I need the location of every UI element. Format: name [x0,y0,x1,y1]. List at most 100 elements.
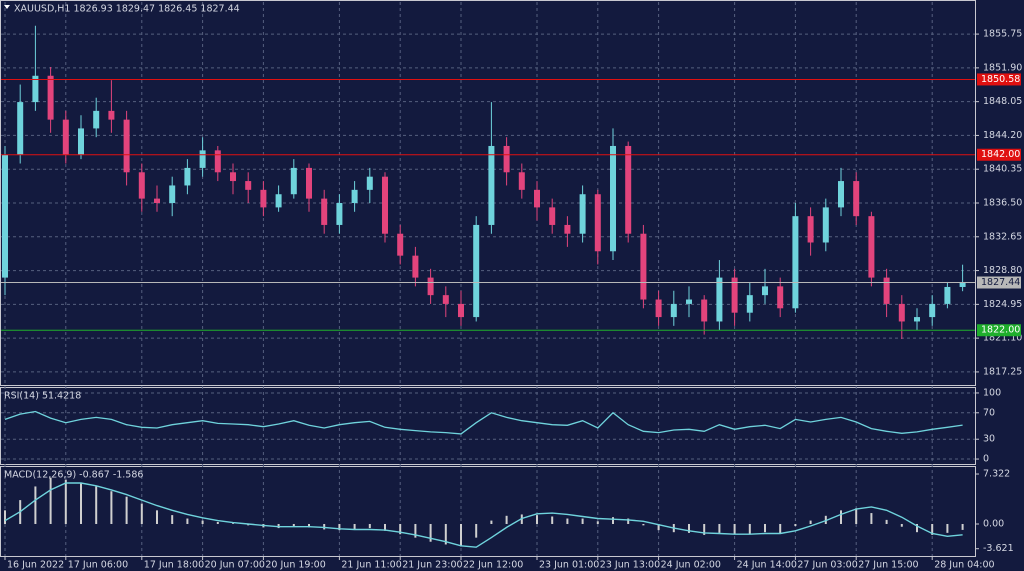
macd-bar [156,510,158,524]
price-level-tag [977,73,1021,86]
macd-bar [201,520,204,524]
macd-bar [596,521,599,524]
macd-bar [703,523,706,535]
candle-body [397,233,404,256]
candle-body [762,286,768,296]
candle-body [670,303,677,318]
candle-body [792,216,799,309]
candle-body [944,286,951,304]
macd-bar [308,523,310,528]
y-tick-label: 1840.35 [983,164,1022,175]
y-tick-label: 1821.10 [983,333,1022,344]
candle-body [716,277,723,322]
price-level-tag [977,148,1021,161]
candle-body [807,216,814,243]
macd-bar [870,513,873,524]
macd-bar [95,486,98,524]
candle-body [503,145,510,173]
macd-bar [657,523,660,531]
candle-body [47,75,54,120]
candle-body [214,150,221,173]
macd-bar [946,523,949,533]
macd-bar [216,521,219,524]
macd-bar [368,523,371,529]
candle-body [275,194,282,208]
candle-body [746,295,753,313]
macd-bar [338,523,341,531]
macd-bar [444,523,447,545]
macd-bar [80,483,82,524]
candle-body [777,286,784,309]
macd-bar [551,516,554,524]
candle-body [245,181,252,190]
macd-bar [916,523,918,533]
candle-body [898,303,905,322]
x-tick-label: 24 Jun 02:00 [661,560,721,571]
x-tick-label: 27 Jun 15:00 [858,560,918,571]
price-level-label: 1842.00 [981,149,1020,160]
candle-body [610,145,616,252]
x-tick-label: 22 Jun 12:00 [463,560,523,571]
macd-signal-line [4,482,963,548]
candle-body [184,167,191,186]
candle-body [686,299,692,304]
macd-bar [186,518,189,524]
candle-body [959,282,966,287]
macd-bar [4,510,6,524]
macd-bar [718,523,721,533]
candle-body [701,299,708,322]
candle-body [138,172,145,199]
candle-body [17,102,24,155]
candle-body [458,303,464,318]
macd-bar [140,503,143,524]
x-tick-label: 21 Jun 11:00 [341,560,401,571]
macd-bar [429,523,432,542]
menu-arrow[interactable] [4,5,10,9]
macd-bar [460,523,462,547]
macd-bar [931,523,934,535]
candle-body [336,203,343,225]
y-tick-label: 1836.50 [983,198,1022,209]
rsi-line [4,410,963,435]
y-tick-label: 0.00 [983,518,1004,529]
macd-bar [490,520,493,524]
candle-body [2,154,8,278]
macd-bar [840,510,842,524]
x-tick-label: 24 Jun 14:00 [737,560,797,571]
panel-title: XAUUSD,H1 1826.93 1829.47 1826.45 1827.4… [14,4,240,15]
candle-body [62,119,69,155]
rsi-panel-frame [0,387,976,465]
candle-body [169,185,176,204]
x-tick-label: 28 Jun 04:00 [934,560,994,571]
candle-body [518,172,525,190]
panel-title: MACD(12,26,9) -0.867 -1.586 [4,470,143,481]
y-tick-label: 7.322 [983,469,1010,480]
candle-body [822,207,829,243]
x-tick-label: 23 Jun 01:00 [539,560,599,571]
candle-body [382,176,388,234]
macd-bar [612,517,614,524]
y-tick-label: 70 [983,407,995,418]
candle-body [853,181,860,217]
macd-bar [399,523,402,535]
candle-body [290,167,297,195]
candle-body [731,277,738,313]
macd-bar [536,515,538,524]
x-tick-label: 17 Jun 06:00 [68,560,128,571]
macd-bar [110,491,113,524]
y-tick-label: 100 [983,387,1001,398]
x-tick-label: 20 Jun 07:00 [205,560,265,571]
macd-bar [764,523,766,533]
candle-body [93,110,100,129]
candle-body [534,189,540,208]
candle-body [549,207,556,225]
candle-body [412,255,419,278]
macd-bar [581,518,584,524]
price-level-label: 1850.58 [981,74,1020,85]
candle-body [625,145,632,234]
y-tick-label: 1851.90 [983,62,1022,73]
y-tick-label: 1855.75 [983,29,1022,40]
macd-bar [961,523,964,530]
macd-bar [779,523,782,534]
candle-body [579,194,586,234]
